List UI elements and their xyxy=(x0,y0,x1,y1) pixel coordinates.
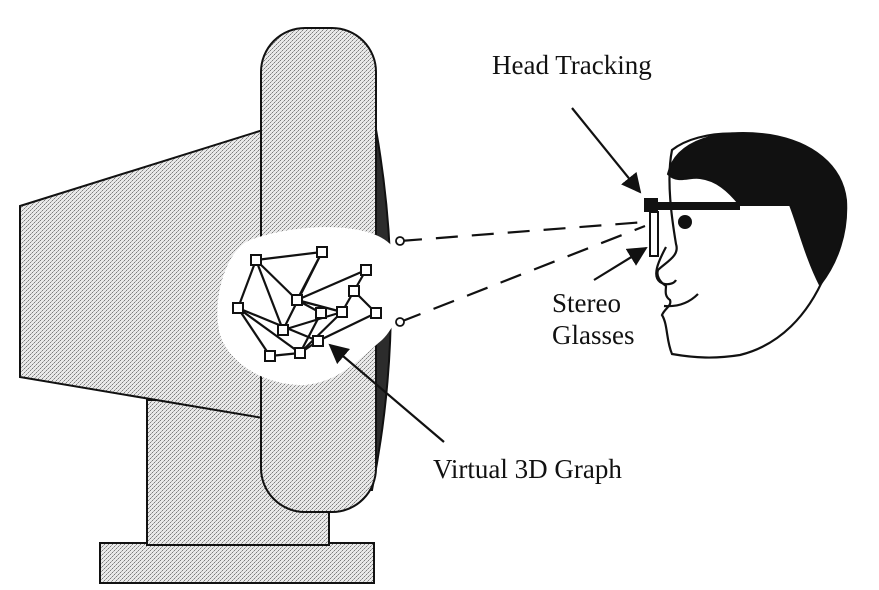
sight-point-lower xyxy=(395,317,405,327)
glasses-lens xyxy=(649,211,659,257)
label-virtual-3d-graph: Virtual 3D Graph xyxy=(433,454,622,484)
eye xyxy=(678,215,692,229)
sight-line-upper xyxy=(399,220,646,243)
nose xyxy=(655,246,677,286)
graph-node xyxy=(336,306,348,318)
arrow-virtual-graph xyxy=(328,343,445,443)
graph-node xyxy=(291,294,303,306)
head-tracker xyxy=(644,198,658,212)
label-head-tracking: Head Tracking xyxy=(492,50,652,80)
glasses-arm xyxy=(655,202,740,210)
sight-point-upper xyxy=(395,236,405,246)
graph-node xyxy=(312,335,324,347)
head-hair xyxy=(666,132,848,287)
graph-node xyxy=(250,254,262,266)
sight-line-lower xyxy=(399,224,646,324)
label-stereo: Stereo xyxy=(552,288,621,318)
label-glasses: Glasses xyxy=(552,320,635,350)
monitor-base xyxy=(99,542,375,584)
graph-node xyxy=(360,264,372,276)
graph-node xyxy=(294,347,306,359)
stereo-glasses xyxy=(644,198,740,257)
graph-node xyxy=(315,307,327,319)
sight-lines xyxy=(399,220,646,324)
graph-node xyxy=(316,246,328,258)
graph-node xyxy=(232,302,244,314)
mouth xyxy=(663,293,699,308)
graph-node xyxy=(370,307,382,319)
graph-node xyxy=(277,324,289,336)
graph-node xyxy=(264,350,276,362)
arrow-stereo-glasses xyxy=(593,246,648,281)
graph-node xyxy=(348,285,360,297)
graph-nodes xyxy=(232,246,382,362)
arrow-head-tracking xyxy=(571,107,642,194)
